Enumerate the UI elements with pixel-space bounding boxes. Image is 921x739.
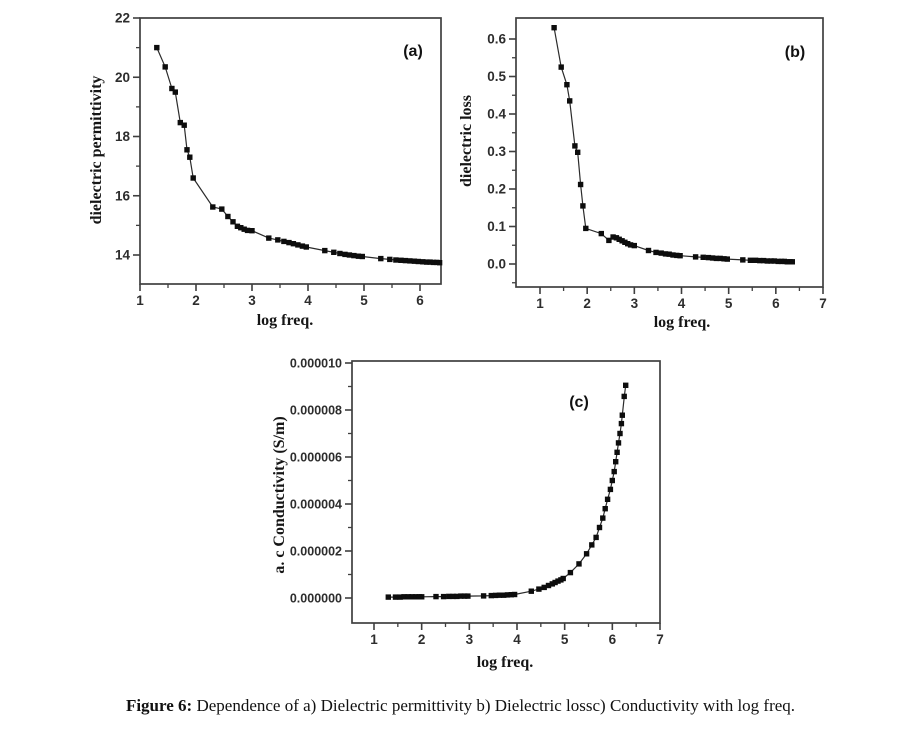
chart-b-frame xyxy=(515,17,824,288)
svg-text:14: 14 xyxy=(115,248,131,263)
chart-b-y-axis-label: dielectric loss xyxy=(458,95,475,187)
chart-c-y-axis-label: a. c Conductivity (S/m) xyxy=(271,416,288,574)
chart-c-frame xyxy=(351,360,661,624)
chart-b-data-points xyxy=(551,25,795,265)
svg-text:1: 1 xyxy=(370,632,378,647)
svg-text:2: 2 xyxy=(583,296,591,311)
chart-c-series-line xyxy=(388,385,627,598)
chart-b-y-axis: 0.6 0.5 0.4 0.3 0.2 0.1 0.0 xyxy=(487,32,516,284)
svg-text:0.5: 0.5 xyxy=(487,69,506,84)
chart-a-y-axis-label: dielectric permittivity xyxy=(88,75,105,225)
chart-a-y-axis: 22 20 18 16 14 xyxy=(115,11,140,263)
svg-text:3: 3 xyxy=(466,632,474,647)
svg-text:5: 5 xyxy=(725,296,733,311)
svg-text:7: 7 xyxy=(656,632,664,647)
svg-text:2: 2 xyxy=(192,293,200,308)
chart-c-panel-letter: (c) xyxy=(569,394,589,411)
svg-text:0.6: 0.6 xyxy=(487,32,506,47)
chart-c-y-axis: 0.000010 0.000008 0.000006 0.000004 0.000002… xyxy=(290,357,352,606)
svg-text:6: 6 xyxy=(416,293,424,308)
chart-a-data-points xyxy=(154,44,443,266)
svg-text:3: 3 xyxy=(248,293,256,308)
chart-b-x-axis-label: log freq. xyxy=(653,314,711,331)
chart-c-x-axis: 1 2 3 4 5 6 7 xyxy=(370,623,664,647)
chart-a-series-line xyxy=(156,47,440,264)
svg-text:1: 1 xyxy=(536,296,544,311)
svg-text:1: 1 xyxy=(136,293,144,308)
svg-text:4: 4 xyxy=(678,296,686,311)
svg-text:0.000008: 0.000008 xyxy=(290,404,342,418)
svg-text:0.1: 0.1 xyxy=(487,219,506,234)
figure-caption-text: Dependence of a) Dielectric permittivity… xyxy=(192,696,796,715)
svg-text:5: 5 xyxy=(561,632,569,647)
svg-text:0.2: 0.2 xyxy=(487,182,506,197)
svg-text:4: 4 xyxy=(304,293,312,308)
chart-a-frame xyxy=(139,17,442,285)
svg-text:7: 7 xyxy=(819,296,827,311)
chart-c: 1 2 3 4 5 6 70.0000100.0000080.0000060.0000040… xyxy=(290,357,664,647)
chart-a-panel-letter: (a) xyxy=(403,43,423,60)
chart-c-data-points xyxy=(385,382,629,600)
chart-b-series-line xyxy=(553,27,793,263)
figure-caption-label: Figure 6: xyxy=(125,696,193,715)
svg-text:0.000004: 0.000004 xyxy=(290,498,342,512)
svg-text:6: 6 xyxy=(609,632,617,647)
chart-a-x-axis-label: log freq. xyxy=(256,312,314,329)
chart-a-x-axis: 1 2 3 4 5 6 xyxy=(136,284,424,308)
svg-text:0.0: 0.0 xyxy=(487,257,506,272)
chart-c-x-axis-label: log freq. xyxy=(476,654,534,671)
svg-text:5: 5 xyxy=(360,293,368,308)
svg-text:2: 2 xyxy=(418,632,426,647)
svg-text:20: 20 xyxy=(115,70,130,85)
svg-text:0.000006: 0.000006 xyxy=(290,451,342,465)
svg-text:0.4: 0.4 xyxy=(487,107,506,122)
svg-text:6: 6 xyxy=(772,296,780,311)
svg-text:18: 18 xyxy=(115,129,131,144)
svg-text:0.3: 0.3 xyxy=(487,144,506,159)
svg-text:0.000002: 0.000002 xyxy=(290,545,342,559)
svg-text:0.000010: 0.000010 xyxy=(290,357,342,371)
svg-text:16: 16 xyxy=(115,188,131,203)
svg-text:4: 4 xyxy=(513,632,521,647)
svg-text:3: 3 xyxy=(631,296,639,311)
svg-text:0.000000: 0.000000 xyxy=(290,592,342,606)
svg-text:22: 22 xyxy=(115,11,130,26)
chart-b-x-axis: 1 2 3 4 5 6 7 xyxy=(536,287,827,311)
chart-b-panel-letter: (b) xyxy=(784,44,806,61)
figure-caption: Figure 6: Dependence of a) Dielectric pe… xyxy=(40,696,881,716)
chart-b: 1 2 3 4 5 6 7 0.6 0.5 0.4 0.3 0.2 0.1 0.0 xyxy=(487,17,827,311)
chart-a: 1 2 3 4 5 6 22 20 18 16 14 xyxy=(115,11,443,308)
